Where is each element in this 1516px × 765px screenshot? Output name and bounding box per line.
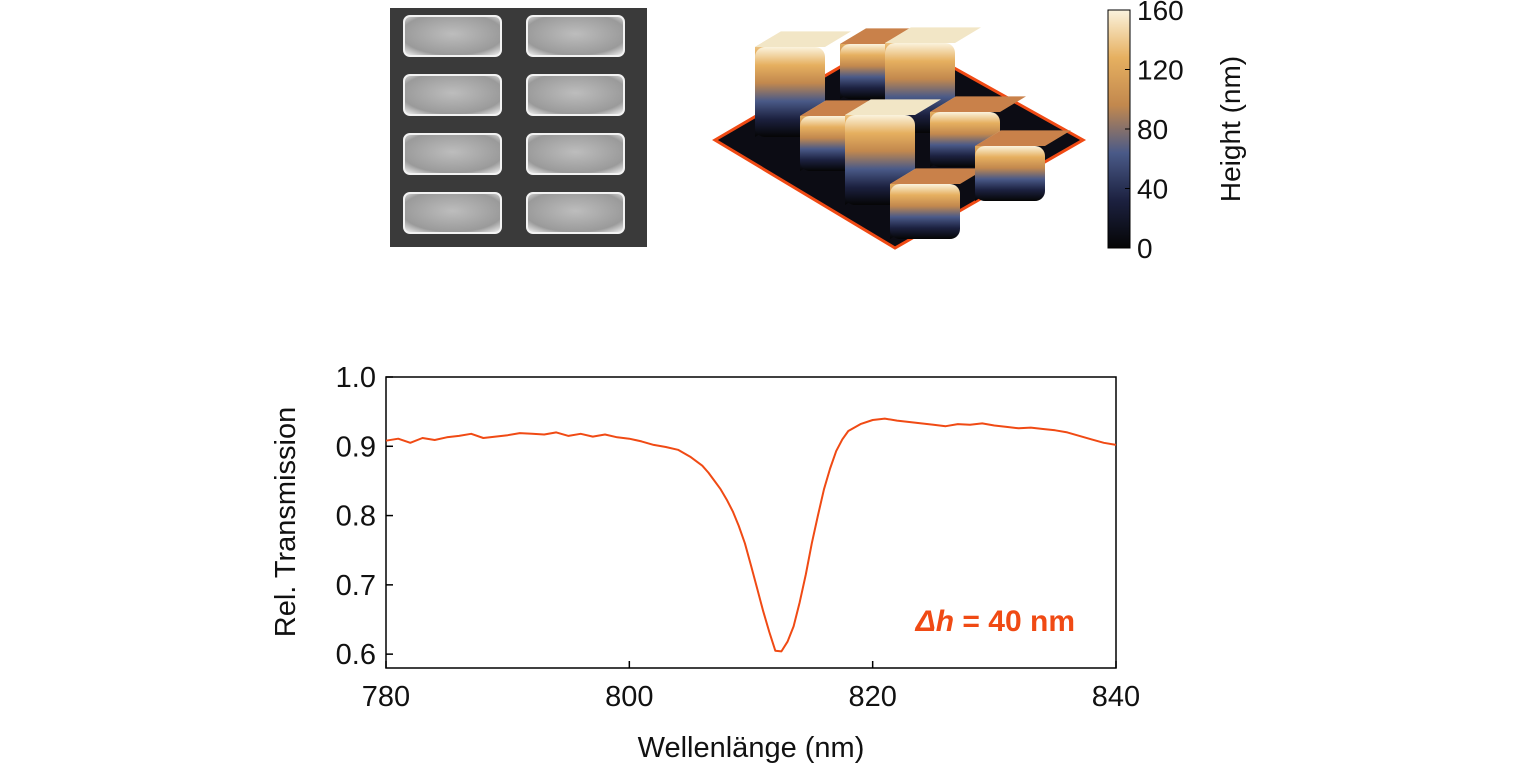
x-axis-label: Wellenlänge (nm) (638, 732, 865, 764)
y-axis-label: Rel. Transmission (270, 407, 302, 637)
y-tick-label: 0.9 (336, 431, 376, 463)
plot-frame (385, 376, 1117, 669)
x-tick-label: 840 (1092, 681, 1140, 713)
transmission-line (385, 417, 1117, 653)
colorbar-ticks: 0 40 80 120 160 (1125, 0, 1184, 264)
sem-pillar (526, 133, 625, 175)
colorbar: 0 40 80 120 160 Height (nm) (1107, 0, 1246, 264)
sem-pillar (526, 192, 625, 234)
afm-pillar-top (975, 130, 1071, 146)
series-layer (385, 417, 1117, 653)
colorbar-tick-label: 0 (1137, 233, 1153, 264)
x-tick-label: 780 (362, 681, 410, 713)
y-tick-label: 0.6 (336, 639, 376, 671)
delta-h-annotation: Δh = 40 nm (915, 605, 1075, 638)
afm-pillar-top (930, 96, 1026, 112)
colorbar-tick-label: 120 (1137, 55, 1184, 86)
colorbar-tick-label: 80 (1137, 114, 1168, 145)
sem-pillar (403, 15, 502, 57)
delta-h-value: = 40 nm (954, 605, 1075, 638)
x-axis: 780 800 820 840 (362, 661, 1140, 713)
colorbar-tick-label: 160 (1137, 0, 1184, 26)
spectrum-chart: 780 800 820 840 0.6 0.7 0.8 0.9 1.0 Wellenlänge… (270, 362, 1140, 764)
y-tick-label: 0.8 (336, 501, 376, 533)
y-tick-label: 1.0 (336, 362, 376, 394)
y-axis: 0.6 0.7 0.8 0.9 1.0 (336, 362, 393, 671)
delta-h-symbol: Δh (915, 605, 954, 638)
sem-pillar (526, 15, 625, 57)
afm-image (712, 27, 1087, 250)
sem-pillar (526, 74, 625, 116)
afm-pillar-front (890, 184, 960, 239)
colorbar-tick-label: 40 (1137, 174, 1168, 205)
sem-pillar (403, 133, 502, 175)
afm-pillar-top (890, 168, 986, 184)
colorbar-label: Height (nm) (1215, 56, 1246, 202)
sem-image (390, 8, 647, 247)
y-tick-label: 0.7 (336, 570, 376, 602)
x-tick-label: 820 (848, 681, 896, 713)
sem-pillars (403, 15, 625, 234)
sem-pillar (403, 74, 502, 116)
afm-pillar-front (975, 146, 1045, 201)
x-tick-label: 800 (605, 681, 653, 713)
afm-pillars (755, 27, 1071, 239)
afm-pillar-top (845, 99, 941, 115)
afm-pillar-top (885, 27, 981, 43)
sem-pillar (403, 192, 502, 234)
afm-pillar-top (755, 31, 851, 47)
